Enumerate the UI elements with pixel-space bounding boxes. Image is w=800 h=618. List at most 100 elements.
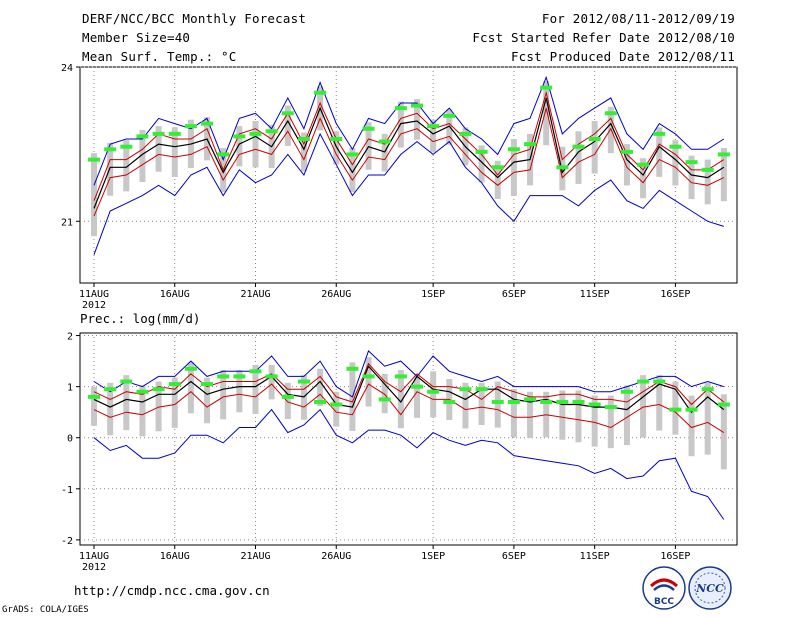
ens-mean-marker (637, 162, 650, 167)
ens-mean-marker (168, 382, 181, 387)
ens-mean-marker (88, 394, 100, 399)
plot-frame (79, 66, 738, 284)
ens-mean-marker (378, 139, 391, 144)
ens-mean-marker (427, 124, 440, 129)
ens-mean-marker (443, 113, 456, 118)
spread-box (284, 105, 291, 146)
bcc-logo: BCC (642, 566, 686, 610)
spread-box (333, 131, 340, 165)
ens-mean-marker (152, 131, 165, 136)
ens-mean-marker (217, 374, 230, 379)
ens-mean-marker (491, 165, 504, 170)
ens-mean-marker (233, 134, 246, 139)
spread-box (155, 381, 162, 432)
spread-box (187, 362, 194, 414)
x-tick-label: 1SEP (421, 551, 445, 562)
y-tick-label: -2 (61, 536, 73, 547)
ens-mean-marker (572, 144, 585, 149)
ens-mean-marker (637, 379, 650, 384)
ens-mean-marker (201, 121, 214, 126)
spread-box (171, 127, 178, 177)
ens-mean-marker (265, 129, 278, 134)
spread-box (510, 139, 517, 197)
spread-box (91, 386, 97, 426)
ens-mean-marker (669, 144, 682, 149)
footer-url[interactable]: http://cmdp.ncc.cma.gov.cn (74, 583, 270, 598)
spread-box (720, 147, 727, 202)
x-tick-label: 6SEP (502, 289, 526, 300)
ens-mean-marker (459, 131, 472, 136)
spread-box (704, 382, 711, 455)
ens-mean-marker (588, 402, 601, 407)
ens-mean-marker (524, 397, 537, 402)
spread-box (607, 395, 614, 449)
ens-mean-marker (120, 144, 133, 149)
spread-box (672, 140, 679, 186)
ens-mean-marker (346, 366, 359, 371)
panel-title: Prec.: log(mm/d) (80, 311, 200, 326)
ens-mean-marker (233, 374, 246, 379)
ens-mean-marker (184, 366, 197, 371)
ens-mean-marker (556, 399, 569, 404)
spread-box (381, 373, 388, 414)
ens-mean-marker (297, 379, 310, 384)
ncc-logo: NCC (688, 566, 732, 610)
temperature-panel: 11AUG 16AUG 21AUG 26AUG 1SEP 6SEP 11SEP 16SEP 20… (61, 63, 738, 311)
y-tick-label: 21 (61, 217, 73, 228)
x-tick-label: 16SEP (660, 289, 690, 300)
ens-mean-marker (120, 379, 133, 384)
ens-mean-marker (314, 399, 327, 404)
bcc-logo-text: BCC (654, 597, 674, 607)
spread-box (300, 132, 307, 172)
spread-box (414, 99, 420, 140)
spread-box (656, 375, 663, 431)
spread-box (236, 126, 243, 167)
year-label: 2012 (82, 300, 106, 311)
spread-box (623, 144, 630, 186)
spread-box (510, 389, 517, 438)
plot-frame (79, 332, 738, 546)
spread-box (640, 158, 647, 199)
ens-mean-marker (669, 407, 682, 412)
ens-mean-marker (394, 374, 407, 379)
ens-mean-marker (362, 126, 375, 131)
ens-mean-marker (717, 402, 730, 407)
spread-box (349, 147, 356, 193)
spread-box (478, 382, 485, 426)
spread-box (640, 375, 647, 438)
ens-mean-marker (411, 384, 423, 389)
ens-mean-marker (717, 152, 730, 157)
ens-mean-marker (491, 399, 504, 404)
y-tick-label: 0 (67, 434, 73, 445)
spread-box (688, 395, 695, 457)
spread-box (494, 381, 501, 428)
spread-box (236, 370, 243, 413)
spread-box (720, 394, 727, 470)
spread-box (430, 371, 437, 418)
spread-box (171, 377, 178, 428)
ens-mean-marker (104, 147, 117, 152)
ens-mean-marker (152, 387, 165, 392)
spread-box (656, 127, 663, 177)
x-tick-label: 6SEP (502, 551, 526, 562)
chart-title: DERF/NCC/BCC Monthly Forecast (82, 11, 307, 26)
ens-mean-marker (540, 85, 553, 90)
min-line (93, 408, 725, 520)
ens-mean-marker (475, 149, 488, 154)
x-tick-label: 16AUG (160, 289, 190, 300)
x-tick-label: 26AUG (321, 289, 351, 300)
spread-box (591, 121, 598, 174)
spread-box (575, 131, 582, 184)
ncc-logo-text: NCC (695, 582, 724, 595)
spread-box (91, 153, 97, 237)
ens-mean-marker (604, 405, 617, 410)
spread-box (381, 133, 388, 172)
spread-box (139, 385, 146, 437)
spread-box (204, 377, 211, 424)
spread-box (284, 382, 291, 420)
ens-mean-marker (620, 389, 633, 394)
ens-mean-marker (701, 387, 714, 392)
ens-mean-marker (265, 374, 278, 379)
ens-mean-marker (136, 134, 149, 139)
